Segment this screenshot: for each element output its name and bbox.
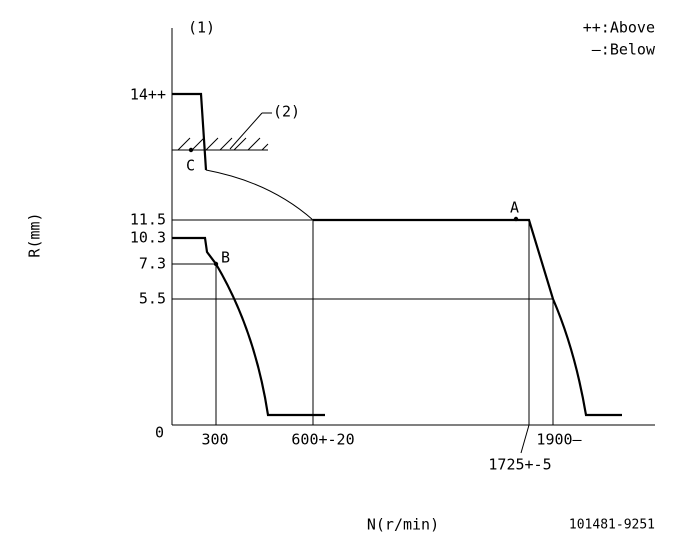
y-label: 5.5	[139, 290, 166, 308]
legend-below: —:Below	[592, 41, 656, 59]
point-a-dot	[513, 216, 519, 222]
y-label: 14++	[130, 86, 166, 104]
legend-above: ++:Above	[583, 19, 655, 37]
y-label: 0	[155, 424, 164, 442]
point-c: C	[186, 157, 195, 175]
x-label: 1900—	[536, 431, 582, 449]
x-label: 1725+-5	[488, 456, 551, 474]
marker-1: (1)	[188, 19, 215, 37]
x-axis-title: N(r/min)	[367, 516, 439, 534]
upper-curve-flat	[313, 218, 622, 417]
lower-curve	[172, 236, 325, 417]
point-c-dot	[188, 147, 194, 153]
y-axis-title: R(mm)	[26, 212, 44, 257]
point-a: A	[510, 199, 519, 217]
limit-hatch	[172, 112, 272, 151]
y-label: 10.3	[130, 229, 166, 247]
y-label: 7.3	[139, 255, 166, 273]
upper-curve-arc	[205, 169, 314, 221]
marker-2: (2)	[273, 103, 300, 121]
x-label: 300	[201, 431, 228, 449]
x-label: 600+-20	[291, 431, 354, 449]
drawing-number: 101481-9251	[569, 518, 655, 533]
point-b: B	[221, 249, 230, 267]
y-label: 11.5	[130, 211, 166, 229]
guide-lines	[172, 219, 554, 454]
upper-curve	[172, 92, 208, 171]
point-b-dot	[213, 261, 219, 267]
